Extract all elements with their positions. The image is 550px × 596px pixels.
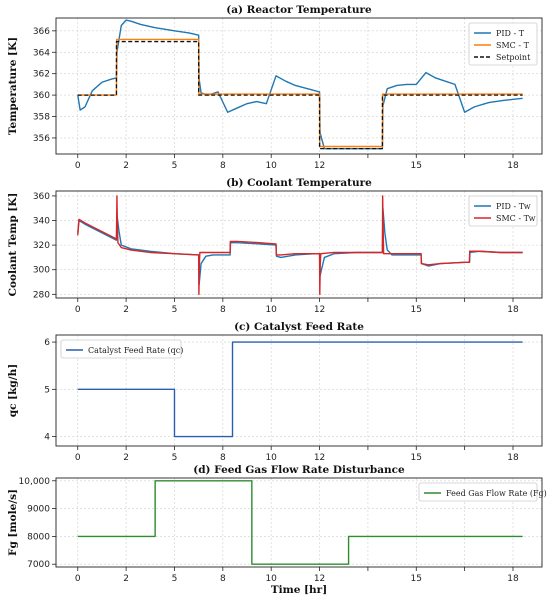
x-tick-label: 15 [411, 574, 422, 584]
panel-title: (d) Feed Gas Flow Rate Disturbance [193, 464, 405, 476]
series-line-1 [77, 38, 523, 148]
x-tick-label: 18 [507, 453, 519, 463]
x-tick-label: 12 [314, 453, 325, 463]
y-tick-label: 320 [33, 241, 50, 251]
x-tick-label: 8 [220, 453, 226, 463]
x-tick-label: 12 [314, 574, 325, 584]
y-tick-label: 300 [33, 266, 50, 276]
legend-label: PID - T [496, 29, 525, 38]
x-tick-label: 2 [123, 161, 129, 171]
y-tick-label: 280 [33, 290, 50, 300]
x-tick-label: 10 [265, 161, 277, 171]
y-tick-label: 360 [33, 192, 50, 202]
x-tick-label: 5 [172, 161, 178, 171]
series-line-0 [77, 207, 523, 286]
panel-0: 0 2 5 8 10 12 15 18 356 358 360 362 364 366 (a) Reacto… [7, 4, 543, 171]
y-tick-label: 4 [44, 433, 50, 443]
x-tick-label: 10 [265, 305, 277, 315]
series-line-0 [77, 19, 523, 150]
panel-2: 0 2 5 8 10 12 15 18 4 5 6 (c) Catalyst Feed Rate qc … [7, 321, 543, 463]
y-tick-label: 360 [33, 91, 50, 101]
plot-frame [55, 477, 543, 568]
x-tick-label: 18 [507, 574, 519, 584]
y-axis-label: Temperature [K] [7, 37, 19, 135]
panel-3: 0 2 5 8 10 12 15 18 7000 8000 9000 10,000 (d) Feed G… [7, 464, 547, 596]
plot-frame [55, 190, 543, 299]
y-axis-label: qc [kg/h] [7, 364, 19, 417]
legend-box [60, 339, 182, 359]
x-tick-label: 8 [220, 305, 226, 315]
panel-title: (b) Coolant Temperature [226, 177, 372, 189]
x-tick-label: 15 [411, 305, 422, 315]
x-tick-label: 18 [507, 305, 519, 315]
plot-frame [55, 17, 543, 155]
x-tick-label: 12 [314, 161, 325, 171]
x-tick-label: 5 [172, 453, 178, 463]
series-line-0 [77, 341, 523, 438]
legend: PID - T SMC - T Setpoint [468, 22, 538, 66]
legend: Catalyst Feed Rate (qc) [60, 339, 183, 359]
legend-label: Catalyst Feed Rate (qc) [88, 346, 183, 355]
x-tick-label: 0 [75, 305, 81, 315]
legend: Feed Gas Flow Rate (Fg) [418, 482, 547, 502]
x-tick-label: 2 [123, 305, 129, 315]
legend-box [418, 482, 538, 502]
x-tick-label: 12 [314, 305, 325, 315]
y-tick-label: 356 [33, 134, 50, 144]
x-tick-label: 0 [75, 453, 81, 463]
y-tick-label: 366 [33, 27, 50, 37]
series-line-0 [77, 480, 523, 565]
y-tick-label: 6 [44, 338, 50, 348]
legend-label: Setpoint [496, 53, 531, 62]
legend: PID - Tw SMC - Tw [468, 195, 538, 227]
x-tick-label: 8 [220, 574, 226, 584]
x-tick-label: 5 [172, 574, 178, 584]
y-tick-label: 8000 [27, 532, 50, 542]
x-tick-label: 15 [411, 161, 422, 171]
y-tick-label: 358 [33, 113, 50, 123]
x-tick-label: 18 [507, 161, 519, 171]
y-tick-label: 340 [33, 217, 50, 227]
y-tick-label: 10,000 [19, 477, 51, 487]
plot-frame [55, 334, 543, 447]
x-axis-label: Time [hr] [271, 584, 327, 596]
y-tick-label: 364 [33, 48, 50, 58]
y-tick-label: 9000 [27, 505, 50, 515]
legend-label: SMC - Tw [496, 214, 536, 223]
x-tick-label: 10 [265, 574, 277, 584]
y-tick-label: 5 [44, 385, 50, 395]
legend-label: SMC - T [496, 41, 530, 50]
x-tick-label: 0 [75, 161, 81, 171]
x-tick-label: 2 [123, 453, 129, 463]
y-axis-label: Fg [mole/s] [7, 489, 19, 556]
legend-label: Feed Gas Flow Rate (Fg) [446, 489, 547, 498]
y-tick-label: 362 [33, 70, 50, 80]
y-axis-label: Coolant Temp [K] [7, 193, 19, 297]
x-tick-label: 0 [75, 574, 81, 584]
legend-label: PID - Tw [496, 202, 531, 211]
x-tick-label: 5 [172, 305, 178, 315]
y-tick-label: 7000 [27, 560, 50, 570]
panel-title: (c) Catalyst Feed Rate [234, 321, 364, 333]
panel-1: 0 2 5 8 10 12 15 18 280 300 320 340 360 (b) Coolant T… [7, 177, 543, 315]
x-tick-label: 2 [123, 574, 129, 584]
x-tick-label: 10 [265, 453, 277, 463]
x-tick-label: 15 [411, 453, 422, 463]
x-tick-label: 8 [220, 161, 226, 171]
series-line-2 [77, 40, 523, 150]
series-line-1 [77, 195, 523, 296]
panel-title: (a) Reactor Temperature [226, 4, 372, 16]
